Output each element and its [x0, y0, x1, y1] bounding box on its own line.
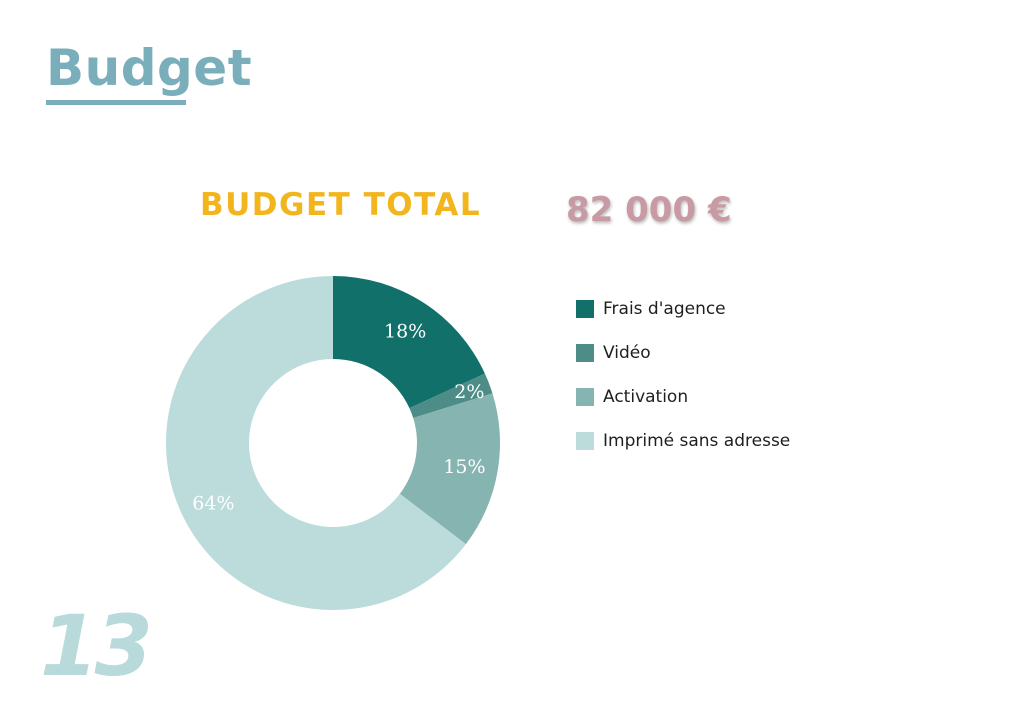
donut-slice — [333, 276, 485, 409]
slice-value-label: 15% — [443, 456, 485, 478]
slice-value-label: 2% — [454, 381, 484, 403]
legend-item: Vidéo — [576, 341, 790, 365]
budget-total-label: BUDGET TOTAL — [200, 187, 482, 223]
donut-slice — [399, 393, 501, 545]
legend-swatch — [576, 432, 594, 450]
donut-slice — [166, 276, 466, 610]
donut-labels: 18% 2% 15% 64% — [192, 321, 485, 515]
slice-value-label: 64% — [192, 492, 234, 514]
legend-item: Frais d'agence — [576, 297, 790, 321]
legend-swatch — [576, 300, 594, 318]
slice-value-label: 18% — [384, 321, 426, 343]
legend-swatch — [576, 388, 594, 406]
legend-item: Activation — [576, 385, 790, 409]
donut-chart: 18% 2% 15% 64% — [166, 276, 501, 610]
budget-total-value: 82 000 € — [566, 190, 732, 230]
donut-slices — [166, 276, 501, 610]
legend-label: Vidéo — [603, 343, 651, 363]
legend-label: Imprimé sans adresse — [603, 431, 791, 451]
donut-slice — [409, 373, 493, 419]
legend-label: Activation — [603, 387, 689, 407]
legend-item: Imprimé sans adresse — [576, 429, 790, 453]
page-title: Budget — [46, 39, 253, 97]
legend-swatch — [576, 344, 594, 362]
page-number: 13 — [40, 597, 153, 695]
title-underline — [46, 100, 186, 105]
chart-legend: Frais d'agence Vidéo Activation Imprimé san… — [576, 297, 790, 473]
legend-label: Frais d'agence — [603, 299, 726, 319]
